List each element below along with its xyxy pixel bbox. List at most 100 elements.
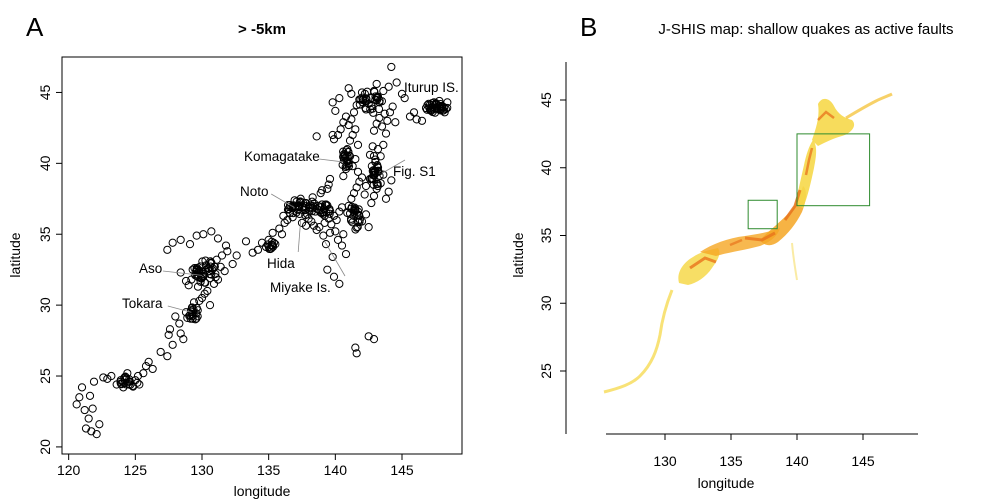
- scatter-point: [84, 414, 93, 423]
- scatter-point: [301, 221, 311, 230]
- scatter-point: [200, 289, 209, 298]
- scatter-point: [253, 245, 263, 254]
- scatter-point: [190, 264, 199, 273]
- scatter-point: [373, 161, 382, 170]
- scatter-point: [199, 230, 208, 239]
- scatter-point: [338, 160, 347, 170]
- scatter-point: [307, 217, 316, 226]
- annotation-label: Hida: [267, 256, 295, 271]
- scatter-point: [358, 94, 368, 104]
- annotation-leader: [324, 241, 346, 277]
- scatter-point: [163, 245, 172, 254]
- a-ytick-label: 30: [37, 297, 53, 313]
- scatter-point: [339, 147, 348, 156]
- scatter-point: [144, 357, 153, 366]
- scatter-point: [376, 152, 385, 161]
- scatter-point: [72, 400, 81, 409]
- a-ytick-label: 20: [37, 439, 53, 455]
- b-xtick-label: 135: [719, 453, 743, 469]
- a-xtick-label: 135: [257, 462, 281, 478]
- scatter-point: [148, 364, 157, 374]
- scatter-point: [176, 235, 185, 245]
- scatter-point: [209, 279, 219, 288]
- scatter-point: [201, 278, 210, 287]
- a-xtick-label: 125: [124, 462, 148, 478]
- scatter-point: [373, 145, 383, 154]
- panel-b-axes: 130 135 140 145 25 30 35 40 45: [538, 92, 875, 469]
- b-ytick-label: 30: [538, 295, 554, 311]
- b-ytick-label: 45: [538, 92, 554, 108]
- scatter-point: [333, 235, 343, 245]
- scatter-point: [435, 101, 445, 111]
- scatter-point: [317, 186, 327, 195]
- scatter-point: [331, 227, 340, 236]
- annotation-leader: [167, 305, 192, 313]
- scatter-point: [332, 215, 341, 225]
- scatter-point: [384, 187, 393, 196]
- scatter-point: [351, 125, 360, 134]
- scatter-point: [351, 343, 360, 352]
- scatter-point: [351, 225, 360, 234]
- b-xtick-label: 140: [785, 453, 809, 469]
- scatter-point: [369, 175, 378, 184]
- scatter-point: [319, 231, 328, 240]
- scatter-point: [379, 170, 388, 179]
- scatter-point: [192, 265, 202, 275]
- scatter-point: [279, 211, 288, 220]
- annotation-label: Fig. S1: [393, 164, 436, 179]
- panel-b-letter: B: [580, 12, 597, 42]
- map-kuril-chain: [845, 92, 893, 120]
- scatter-point: [321, 240, 331, 249]
- scatter-point: [335, 94, 344, 103]
- scatter-point: [328, 98, 337, 107]
- scatter-point: [207, 227, 216, 236]
- a-ytick-label: 25: [37, 368, 53, 384]
- scatter-point: [381, 129, 391, 138]
- fault-highlight-4: [804, 147, 814, 176]
- scatter-point: [141, 361, 151, 371]
- scatter-point: [367, 101, 376, 111]
- scatter-point: [355, 215, 364, 224]
- scatter-point: [428, 105, 437, 114]
- region-box-2: [796, 133, 871, 207]
- scatter-point: [387, 176, 396, 185]
- map-hokkaido: [812, 98, 855, 146]
- scatter-point: [289, 209, 298, 218]
- scatter-point: [383, 116, 392, 125]
- scatter-point: [373, 179, 382, 188]
- scatter-point: [335, 207, 344, 216]
- scatter-point: [331, 106, 340, 115]
- panel-b-fault-map: [603, 92, 893, 394]
- scatter-point: [277, 230, 287, 239]
- scatter-point: [232, 251, 241, 260]
- scatter-point: [379, 140, 388, 150]
- scatter-point: [328, 130, 337, 140]
- scatter-point: [375, 113, 384, 123]
- scatter-point: [124, 380, 134, 389]
- scatter-point: [349, 211, 358, 220]
- scatter-point: [205, 274, 215, 283]
- scatter-point: [185, 311, 194, 320]
- scatter-point: [88, 404, 97, 413]
- scatter-point: [388, 102, 397, 111]
- scatter-point: [374, 104, 384, 114]
- scatter-point: [323, 184, 332, 193]
- annotation-leader: [318, 158, 344, 163]
- scatter-point: [355, 177, 364, 186]
- scatter-point: [205, 301, 215, 310]
- scatter-point: [367, 198, 376, 208]
- scatter-point: [163, 352, 172, 361]
- scatter-point: [341, 249, 351, 259]
- scatter-point: [220, 266, 229, 276]
- annotation-label: Iturup IS.: [404, 80, 459, 95]
- scatter-point: [316, 208, 325, 217]
- fault-highlight-5: [817, 110, 835, 121]
- fault-highlight-1: [689, 256, 717, 270]
- scatter-point: [377, 97, 387, 106]
- scatter-point: [207, 270, 216, 279]
- scatter-point: [430, 104, 440, 113]
- scatter-point: [329, 135, 339, 144]
- panel-a-plot-frame: [61, 56, 463, 455]
- scatter-point: [292, 208, 301, 217]
- scatter-point: [364, 223, 373, 232]
